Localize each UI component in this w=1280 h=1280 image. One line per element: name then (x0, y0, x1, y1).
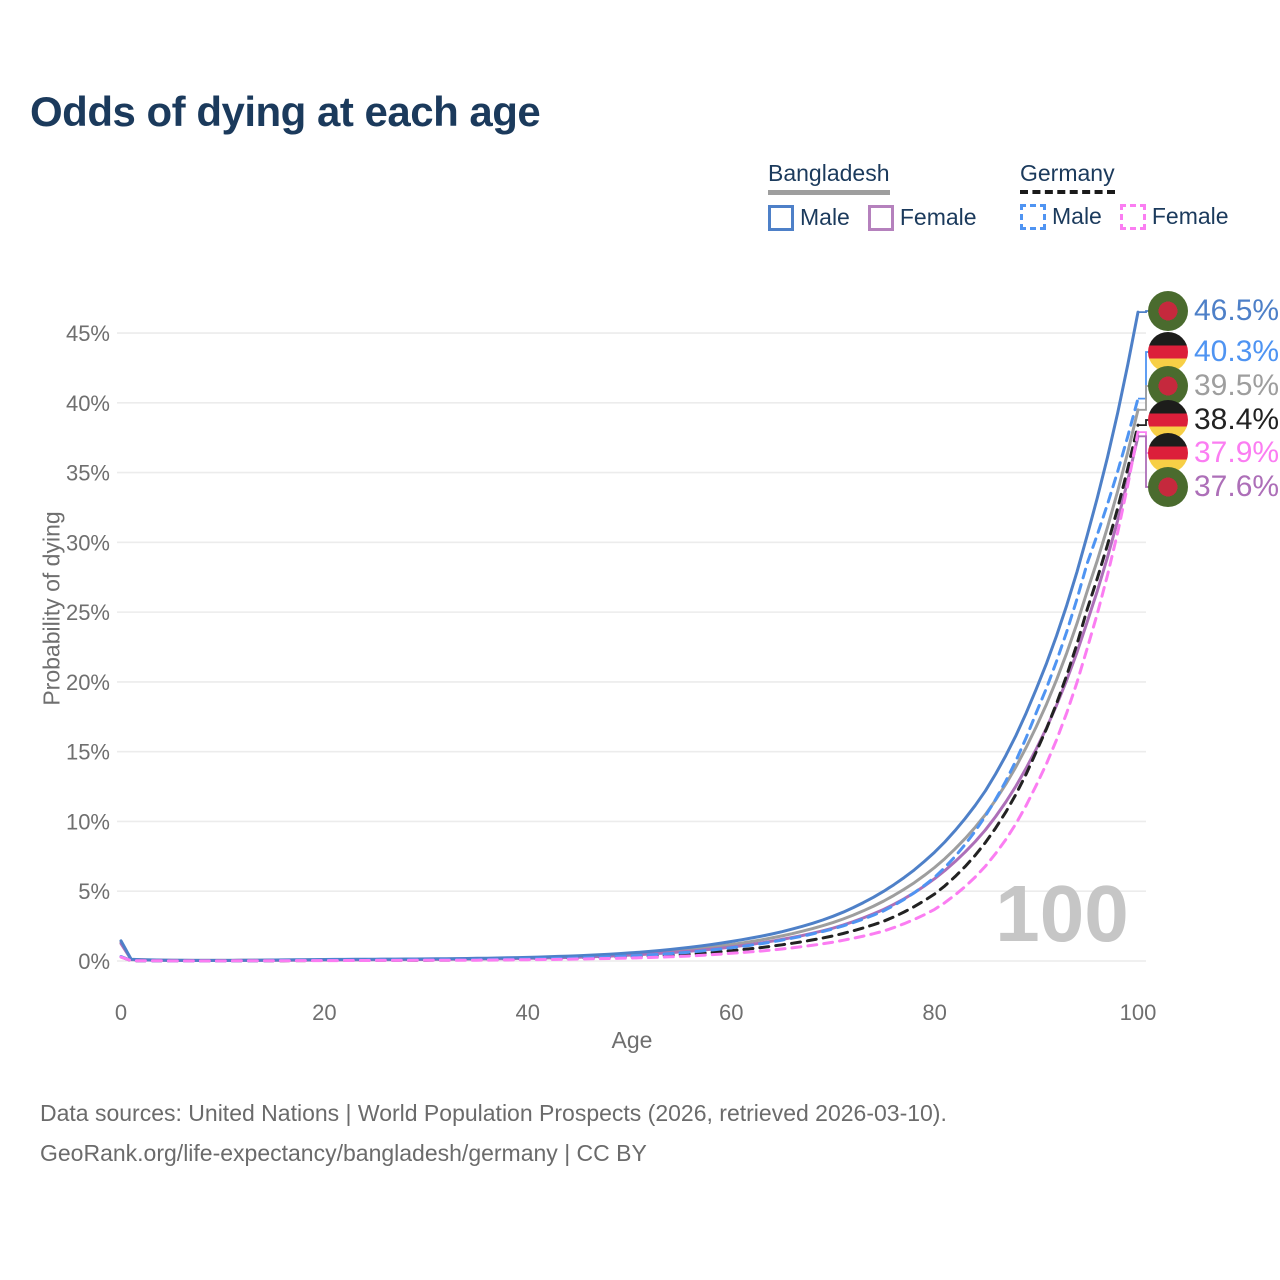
series-line-germany-female[interactable] (119, 430, 1140, 963)
germany-female-swatch-icon (1119, 203, 1146, 230)
x-tick-label: 80 (922, 1000, 946, 1025)
y-tick-label: 35% (66, 461, 110, 486)
legend-label-bangladesh-female: Female (899, 204, 977, 230)
leader-line (1138, 351, 1152, 400)
legend-country-germany[interactable]: Germany (1020, 160, 1115, 194)
series-line-germany-male[interactable] (119, 397, 1140, 963)
y-axis-title: Probability of dying (38, 511, 65, 706)
leader-line (1138, 419, 1152, 426)
page-title: Odds of dying at each age (30, 88, 541, 135)
x-tick-label: 20 (312, 1000, 336, 1025)
bangladesh-female-swatch-icon (867, 204, 894, 231)
y-tick-label: 15% (66, 740, 110, 765)
series-line-bangladesh-male[interactable] (119, 310, 1140, 962)
x-tick-label: 0 (115, 1000, 127, 1025)
legend-item-germany-female[interactable]: Female (1119, 203, 1229, 230)
legend-label-bangladesh-male: Male (800, 204, 850, 230)
legend-group-bangladesh: Bangladesh Male Female (768, 160, 977, 231)
germany-male-swatch-icon (1020, 203, 1046, 230)
legend-label-germany-female: Female (1151, 203, 1229, 229)
series-line-bangladesh-female[interactable] (119, 434, 1140, 962)
y-tick-label: 25% (66, 600, 110, 625)
y-tick-label: 5% (78, 879, 110, 904)
x-axis-title: Age (611, 1027, 653, 1053)
y-tick-label: 45% (66, 321, 110, 346)
series-line-germany-all[interactable] (119, 423, 1140, 963)
x-tick-label: 100 (1120, 1000, 1157, 1025)
leader-line (1138, 431, 1152, 454)
footer-attribution: GeoRank.org/life-expectancy/bangladesh/g… (40, 1140, 647, 1166)
y-tick-label: 0% (78, 949, 110, 974)
y-tick-label: 10% (66, 809, 110, 834)
legend-country-bangladesh[interactable]: Bangladesh (768, 160, 890, 195)
y-tick-label: 40% (66, 391, 110, 416)
bangladesh-male-swatch-icon (768, 204, 794, 231)
legend-label-germany-male: Male (1052, 203, 1102, 229)
legend-item-germany-male[interactable]: Male (1020, 203, 1102, 230)
legend-item-bangladesh-female[interactable]: Female (867, 204, 977, 231)
legend: Bangladesh Male Female Germany Male (768, 160, 1268, 240)
leader-line (1138, 435, 1152, 488)
y-tick-label: 30% (66, 530, 110, 555)
legend-item-bangladesh-male[interactable]: Male (768, 204, 850, 231)
footer-data-sources: Data sources: United Nations | World Pop… (40, 1100, 947, 1126)
x-tick-label: 40 (516, 1000, 540, 1025)
watermark: 100 (995, 869, 1128, 958)
legend-group-germany: Germany Male Female (1020, 160, 1229, 230)
leader-line (1138, 310, 1152, 313)
x-tick-label: 60 (719, 1000, 743, 1025)
y-tick-label: 20% (66, 670, 110, 695)
series-line-bangladesh-all[interactable] (119, 408, 1140, 962)
